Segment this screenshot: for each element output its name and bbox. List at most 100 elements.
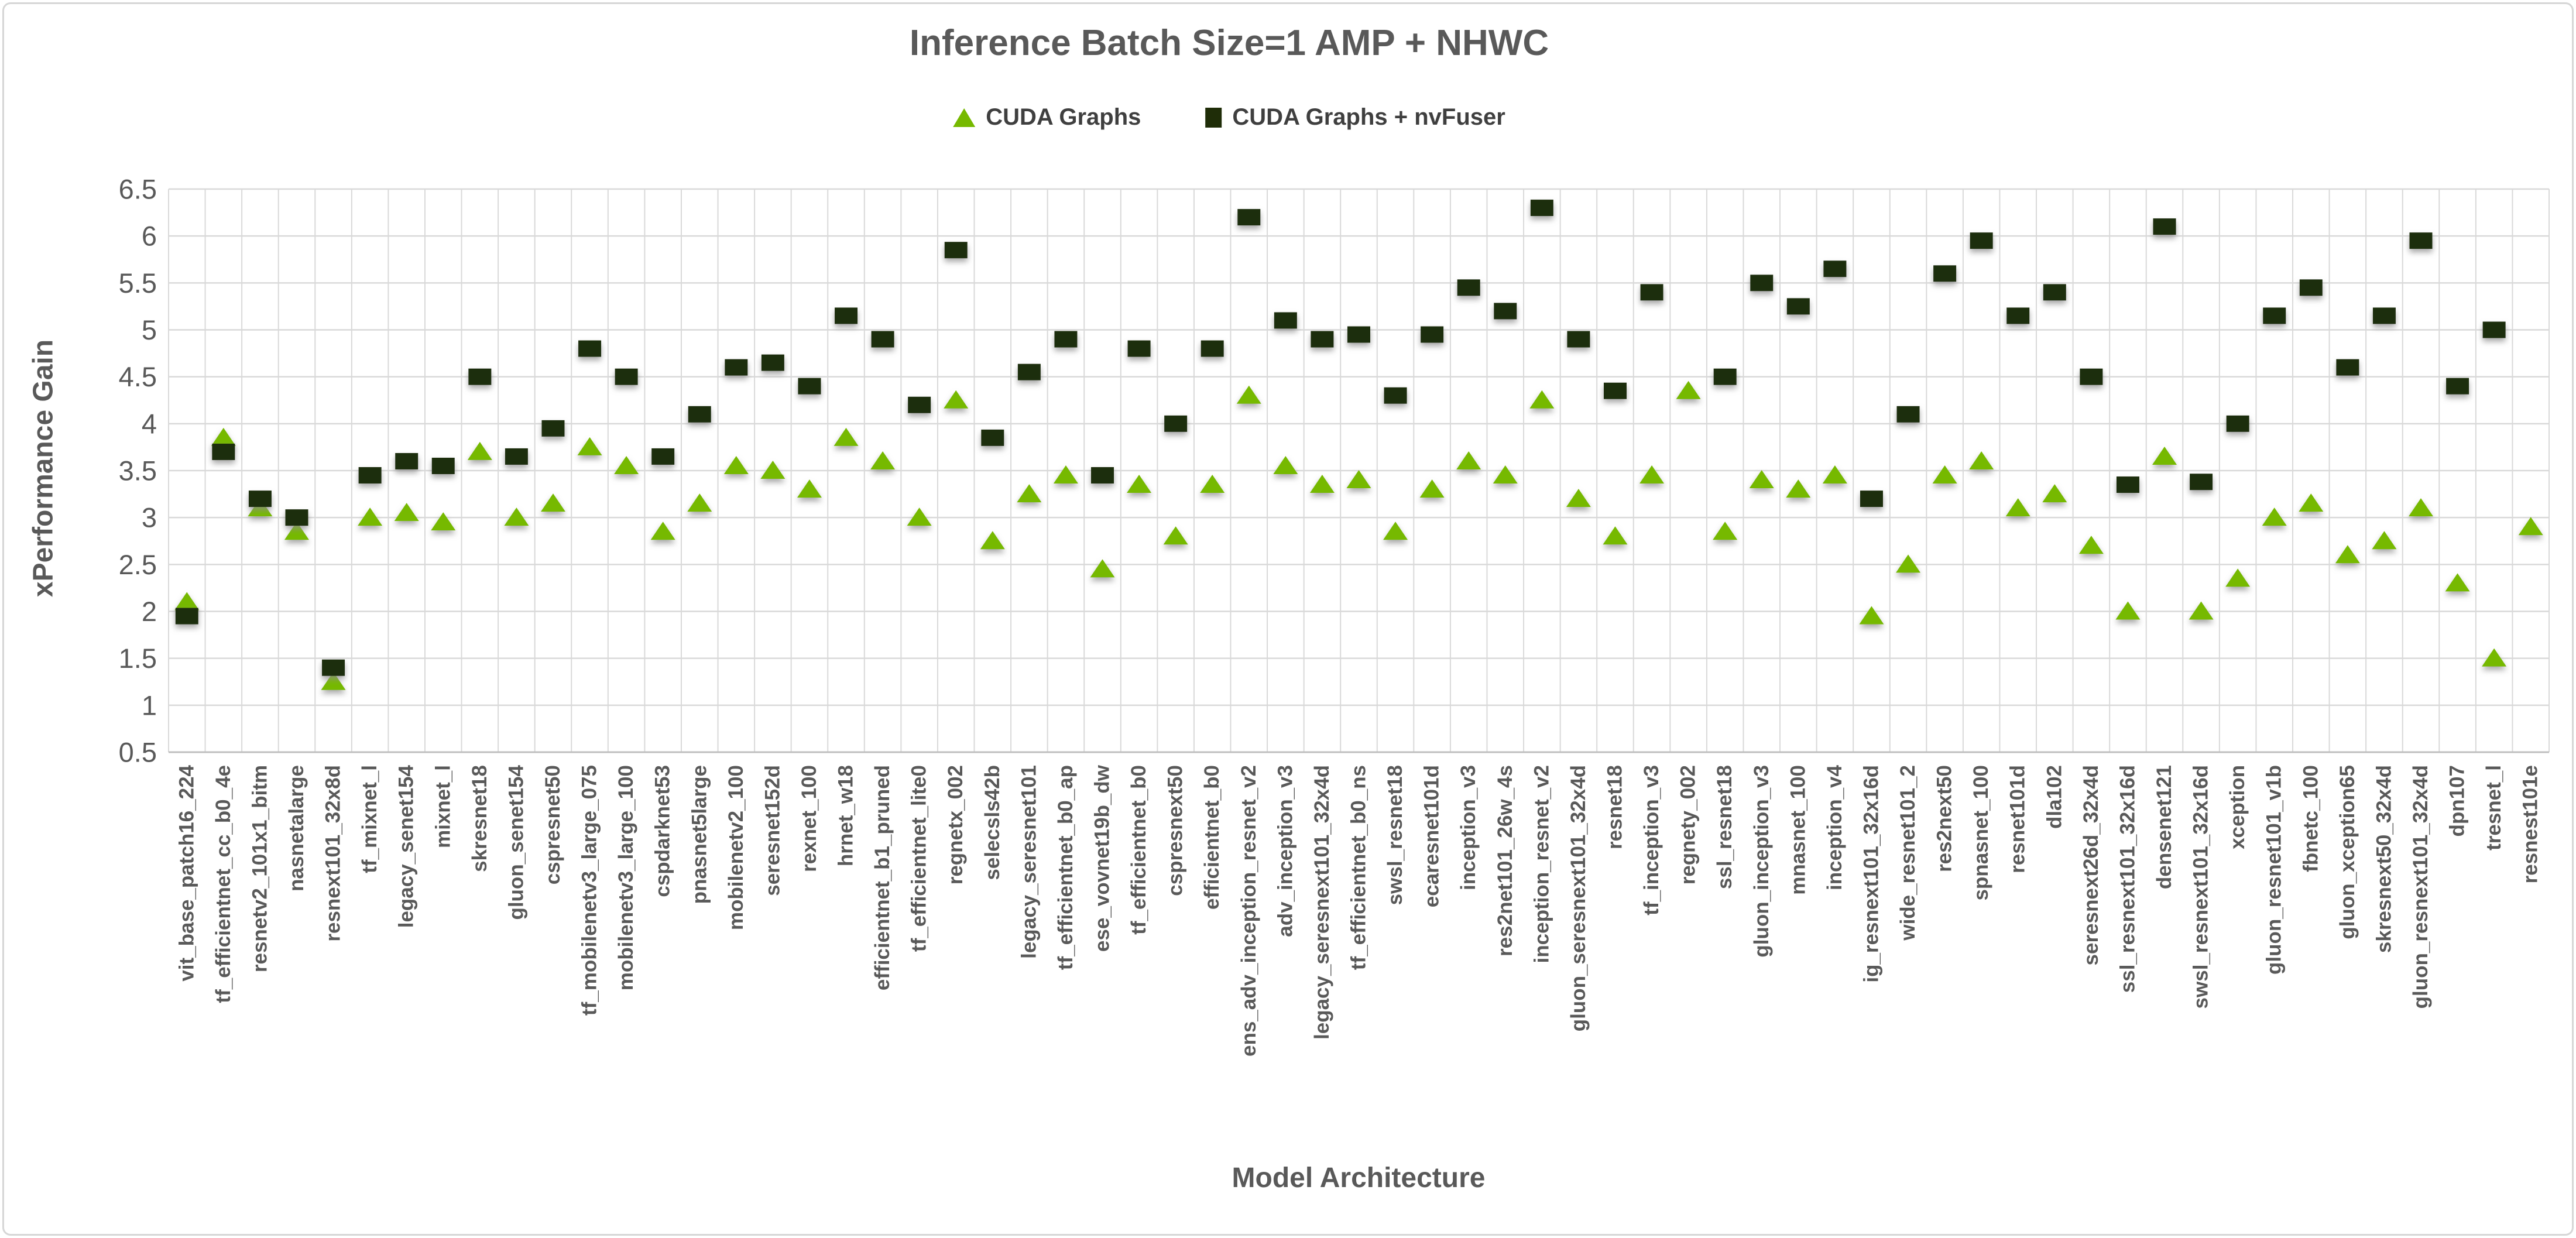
data-point-cuda-graphs (577, 437, 602, 455)
data-point-cuda-graphs (2518, 517, 2543, 536)
x-category-label: legacy_seresnext101_32x4d (1311, 765, 1333, 1040)
data-point-cuda-graphs (1346, 470, 1371, 489)
data-point-cuda-graphs (2445, 573, 2470, 592)
data-point-cuda-graphs (1822, 465, 1847, 484)
data-point-cuda-graphs (1859, 606, 1884, 625)
x-category-label: ig_resnext101_32x16d (1860, 765, 1882, 983)
data-point-cuda-graphs-nvfuser (615, 368, 638, 385)
data-point-cuda-graphs (1932, 465, 1957, 484)
data-point-cuda-graphs-nvfuser (1567, 331, 1590, 348)
x-category-label: adv_inception_v3 (1274, 765, 1296, 937)
data-point-cuda-graphs-nvfuser (1457, 279, 1480, 296)
x-category-label: efficientnet_b1_pruned (871, 765, 894, 990)
y-tick-label: 2.5 (119, 549, 157, 580)
data-point-cuda-graphs-nvfuser (1164, 415, 1188, 432)
data-point-cuda-graphs (1786, 479, 1811, 498)
x-category-label: gluon_resnext101_32x4d (2409, 765, 2432, 1009)
x-axis-title: Model Architecture (1232, 1162, 1486, 1194)
data-point-cuda-graphs-nvfuser (1017, 363, 1041, 380)
data-point-cuda-graphs-nvfuser (1384, 387, 1407, 404)
data-point-cuda-graphs-nvfuser (2482, 321, 2506, 338)
x-category-label: tf_inception_v3 (1640, 765, 1663, 915)
y-tick-label: 3.5 (119, 455, 157, 486)
data-point-cuda-graphs-nvfuser (871, 331, 894, 348)
data-point-cuda-graphs (1969, 451, 1994, 469)
legend-item-cuda-graphs: CUDA Graphs (953, 104, 1141, 131)
data-point-cuda-graphs (284, 522, 309, 540)
x-category-label: seresnet152d (761, 765, 784, 896)
data-point-cuda-graphs-nvfuser (1823, 260, 1847, 277)
data-point-cuda-graphs (1053, 465, 1078, 484)
x-category-label: tf_efficientnet_lite0 (908, 765, 931, 952)
x-category-label: tf_efficientnet_b0_ns (1347, 765, 1370, 970)
x-category-label: dpn107 (2446, 765, 2469, 837)
data-point-cuda-graphs (797, 479, 822, 498)
data-point-cuda-graphs-nvfuser (944, 242, 968, 259)
data-point-cuda-graphs-nvfuser (725, 359, 748, 376)
data-point-cuda-graphs-nvfuser (212, 443, 235, 460)
data-point-cuda-graphs (614, 455, 639, 474)
x-category-label: selecsls42b (981, 765, 1004, 880)
data-point-cuda-graphs-nvfuser (2226, 415, 2249, 432)
x-category-label: ssl_resnet18 (1713, 765, 1736, 889)
y-tick-label: 5 (142, 314, 157, 345)
data-point-cuda-graphs (1566, 489, 1591, 507)
x-category-label: mnasnet_100 (1786, 765, 1809, 895)
data-point-cuda-graphs-nvfuser (1200, 340, 1224, 357)
data-point-cuda-graphs-nvfuser (2446, 378, 2469, 395)
x-category-label: cspdarknet53 (651, 765, 674, 897)
data-point-cuda-graphs-nvfuser (1970, 232, 1993, 249)
data-point-cuda-graphs-nvfuser (2336, 359, 2359, 376)
data-point-cuda-graphs-nvfuser (2263, 307, 2286, 324)
data-point-cuda-graphs (944, 390, 969, 409)
x-category-label: res2net101_26w_4s (1494, 765, 1517, 956)
data-point-cuda-graphs (980, 531, 1005, 550)
data-point-cuda-graphs-nvfuser (2372, 307, 2396, 324)
x-category-label: swsl_resnext101_32x16d (2190, 765, 2213, 1009)
x-category-label: regnetx_002 (944, 765, 967, 884)
y-tick-label: 4 (142, 408, 157, 439)
data-point-cuda-graphs-nvfuser (248, 491, 272, 507)
data-point-cuda-graphs-nvfuser (395, 452, 419, 469)
x-category-label: gluon_resnet101_v1b (2263, 765, 2286, 975)
data-point-cuda-graphs (2262, 507, 2287, 526)
data-point-cuda-graphs-nvfuser (1640, 284, 1663, 301)
x-category-label: regnety_002 (1677, 765, 1700, 884)
data-point-cuda-graphs-nvfuser (2190, 474, 2213, 491)
x-category-label: seresnext26d_32x4d (2080, 765, 2102, 965)
x-category-label: resnet18 (1603, 765, 1626, 849)
data-point-cuda-graphs-nvfuser (1311, 331, 1334, 348)
data-point-cuda-graphs (1676, 380, 1701, 399)
data-point-cuda-graphs-nvfuser (1933, 265, 1957, 282)
x-category-label: inception_v4 (1823, 764, 1846, 890)
data-point-cuda-graphs (1127, 475, 1152, 493)
data-point-cuda-graphs-nvfuser (1054, 331, 1078, 348)
legend: CUDA Graphs CUDA Graphs + nvFuser (953, 104, 1505, 131)
data-point-cuda-graphs (1603, 526, 1628, 545)
data-point-cuda-graphs (2299, 493, 2324, 512)
x-category-label: hrnet_w18 (835, 765, 857, 866)
x-category-label: res2next50 (1933, 765, 1956, 872)
x-category-label: gluon_seresnext101_32x4d (1567, 765, 1590, 1031)
data-point-cuda-graphs (1639, 465, 1665, 484)
data-point-cuda-graphs-nvfuser (908, 396, 931, 413)
data-point-cuda-graphs (358, 507, 383, 526)
x-category-label: pnasnet5large (688, 765, 711, 904)
x-category-label: dla102 (2043, 765, 2066, 829)
x-category-label: tf_mixnet_l (358, 765, 381, 873)
y-tick-label: 4.5 (119, 361, 157, 392)
y-tick-label: 3 (142, 502, 157, 533)
data-point-cuda-graphs (687, 493, 712, 512)
x-category-label: tf_efficientnet_cc_b0_4e (212, 765, 235, 1003)
x-category-label: cspresnext50 (1164, 765, 1187, 896)
data-point-cuda-graphs-nvfuser (761, 354, 784, 371)
data-point-cuda-graphs (2115, 601, 2141, 620)
x-category-label: resnet101d (2006, 765, 2029, 873)
data-point-cuda-graphs (2005, 498, 2030, 517)
data-point-cuda-graphs (504, 507, 529, 526)
data-point-cuda-graphs-nvfuser (2299, 279, 2323, 296)
data-point-cuda-graphs-nvfuser (1091, 467, 1114, 484)
x-category-label: spnasnet_100 (1970, 765, 1992, 901)
data-point-cuda-graphs (431, 512, 456, 531)
